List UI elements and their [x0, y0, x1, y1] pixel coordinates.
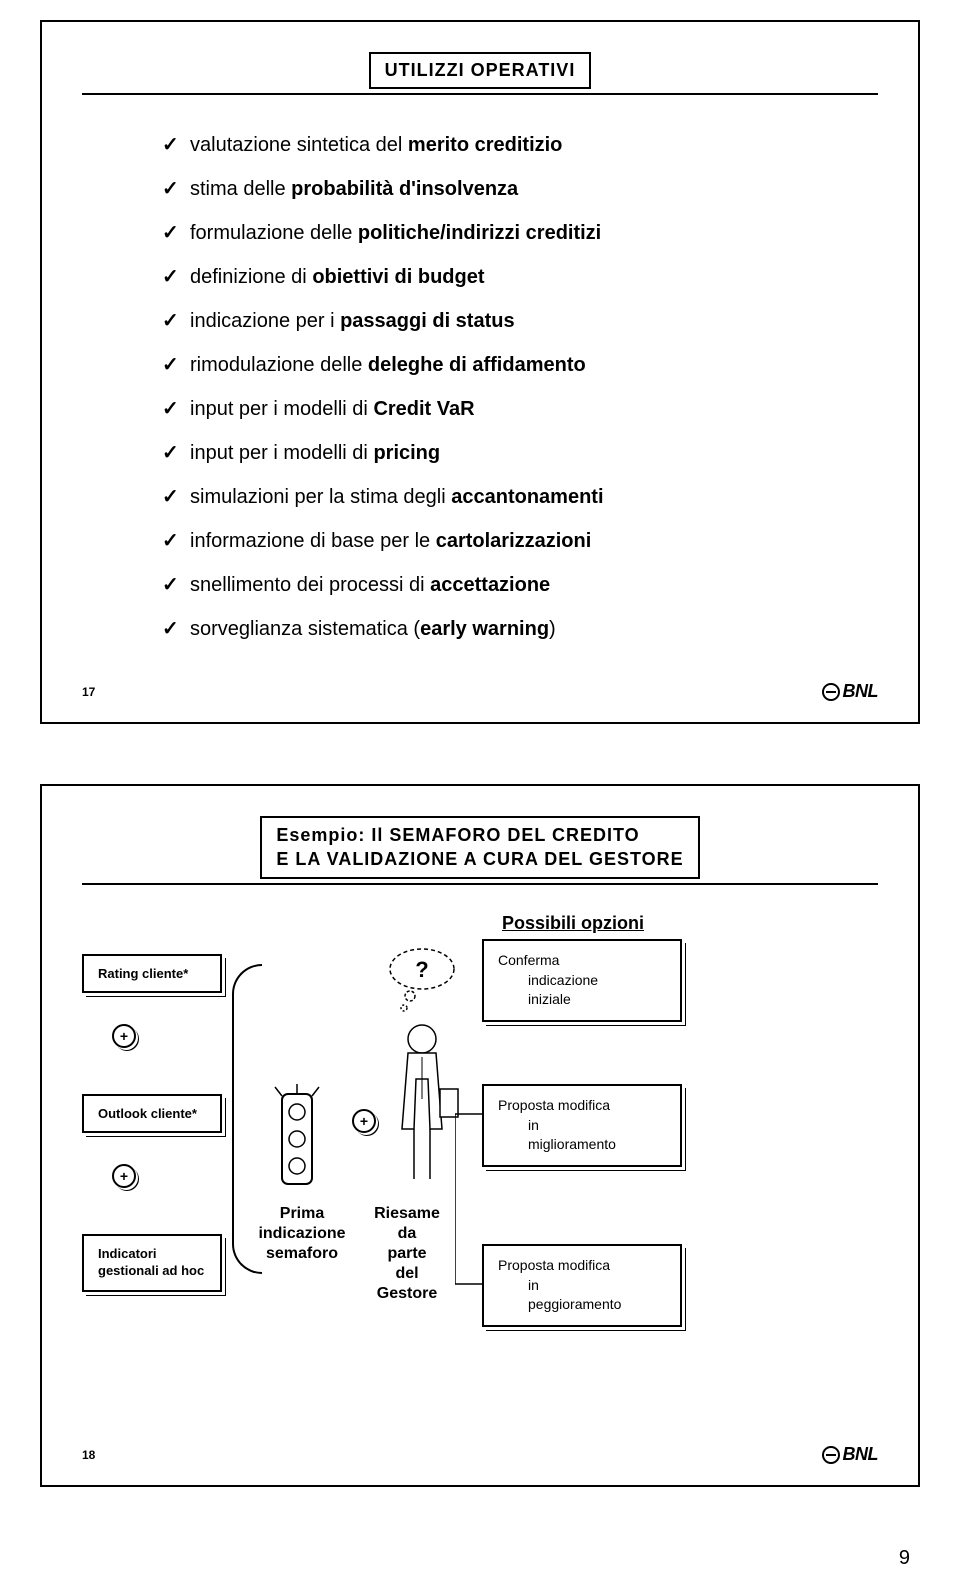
slide-title: Esempio: Il SEMAFORO DEL CREDITO E LA VA… [260, 816, 699, 879]
rating-box: Rating cliente* [82, 954, 222, 993]
title-underline [82, 883, 878, 885]
options-label: Possibili opzioni [502, 913, 878, 934]
slide-18: Esempio: Il SEMAFORO DEL CREDITO E LA VA… [40, 784, 920, 1487]
checklist-item: sorveglianza sistematica (early warning) [162, 607, 878, 651]
checklist-item: indicazione per i passaggi di status [162, 299, 878, 343]
miglioramento-box: Proposta modifica in miglioramento [482, 1084, 682, 1167]
connector-line [455, 1084, 485, 1314]
document-page-number: 9 [40, 1547, 920, 1570]
slide-title: UTILIZZI OPERATIVI [369, 52, 592, 89]
checklist-item: rimodulazione delle deleghe di affidamen… [162, 343, 878, 387]
bnl-logo: BNL [821, 1444, 879, 1465]
page-label: 18 [82, 1448, 95, 1462]
checklist-item: informazione di base per le cartolarizza… [162, 519, 878, 563]
checklist-item: formulazione delle politiche/indirizzi c… [162, 211, 878, 255]
slide-footer: 17 BNL [82, 681, 878, 702]
person-icon [382, 1019, 462, 1189]
riesame-caption: Riesame da parte del Gestore [362, 1204, 452, 1304]
conferma-box: Conferma indicazione iniziale [482, 939, 682, 1022]
checklist-item: valutazione sintetica del merito crediti… [162, 123, 878, 167]
checklist-item: input per i modelli di Credit VaR [162, 387, 878, 431]
checklist-item: simulazioni per la stima degli accantona… [162, 475, 878, 519]
checklist-item: input per i modelli di pricing [162, 431, 878, 475]
thought-bubble-icon: ? [382, 944, 462, 1014]
bnl-logo: BNL [821, 681, 879, 702]
checklist-item: definizione di obiettivi di budget [162, 255, 878, 299]
checklist: valutazione sintetica del merito crediti… [82, 123, 878, 651]
logo-icon [821, 682, 841, 702]
slide-footer: 18 BNL [82, 1444, 878, 1465]
traffic-light-icon [272, 1084, 322, 1194]
indicatori-box: Indicatori gestionali ad hoc [82, 1234, 222, 1292]
slide-17: UTILIZZI OPERATIVI valutazione sintetica… [40, 20, 920, 724]
title-underline [82, 93, 878, 95]
checklist-item: snellimento dei processi di accettazione [162, 563, 878, 607]
peggioramento-box: Proposta modifica in peggioramento [482, 1244, 682, 1327]
svg-text:?: ? [415, 957, 428, 982]
logo-icon [821, 1445, 841, 1465]
plus-badge: + [112, 1024, 136, 1048]
page-label: 17 [82, 685, 95, 699]
plus-badge: + [352, 1109, 376, 1133]
checklist-item: stima delle probabilità d'insolvenza [162, 167, 878, 211]
outlook-box: Outlook cliente* [82, 1094, 222, 1133]
diagram: Rating cliente* + Outlook cliente* + Ind… [82, 954, 878, 1414]
prima-caption: Prima indicazione semaforo [252, 1204, 352, 1264]
plus-badge: + [112, 1164, 136, 1188]
